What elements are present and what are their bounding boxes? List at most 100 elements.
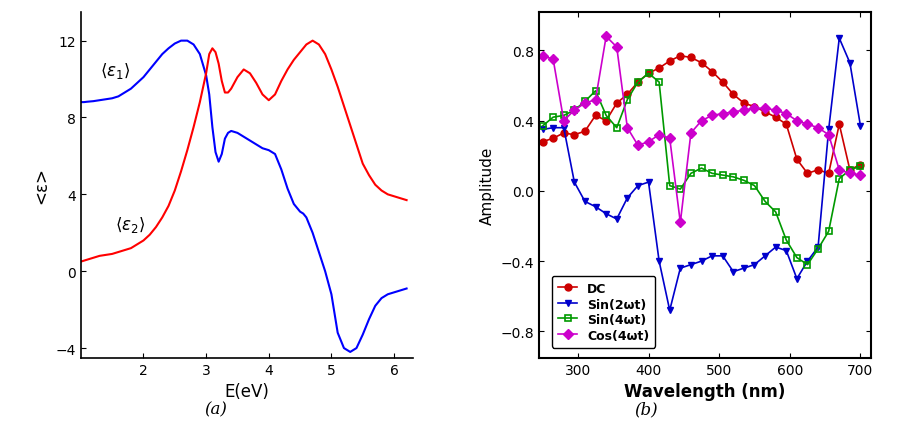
DC	[654, 66, 665, 72]
Cos(4ωt)	[813, 126, 823, 131]
Sin(4ωt)	[728, 175, 739, 180]
Sin(2ωt)	[537, 127, 548, 132]
DC	[802, 171, 813, 176]
DC	[834, 122, 845, 127]
Cos(4ωt)	[643, 140, 654, 145]
Y-axis label: <ε>: <ε>	[32, 167, 50, 204]
Sin(2ωt)	[813, 245, 823, 250]
Sin(4ωt)	[749, 184, 760, 189]
Sin(2ωt)	[654, 259, 665, 264]
Sin(2ωt)	[590, 204, 601, 210]
DC	[675, 54, 686, 59]
Cos(4ωt)	[823, 133, 834, 138]
Sin(4ωt)	[707, 171, 718, 176]
Sin(4ωt)	[844, 168, 855, 173]
Sin(4ωt)	[685, 171, 696, 176]
Sin(4ωt)	[569, 108, 580, 113]
Cos(4ωt)	[559, 119, 569, 124]
Sin(4ωt)	[632, 80, 643, 85]
Legend: DC, Sin(2ωt), Sin(4ωt), Cos(4ωt): DC, Sin(2ωt), Sin(4ωt), Cos(4ωt)	[552, 276, 656, 348]
Line: DC: DC	[539, 53, 864, 177]
Text: $\langle\varepsilon_2\rangle$: $\langle\varepsilon_2\rangle$	[115, 214, 145, 234]
Sin(4ωt)	[622, 98, 633, 103]
Sin(4ωt)	[675, 187, 686, 192]
DC	[579, 130, 590, 135]
Sin(4ωt)	[760, 199, 770, 204]
Sin(4ωt)	[548, 115, 559, 121]
DC	[707, 70, 718, 75]
Text: $\langle\varepsilon_1\rangle$: $\langle\varepsilon_1\rangle$	[100, 61, 130, 81]
Sin(2ωt)	[548, 126, 559, 131]
Sin(2ωt)	[749, 262, 760, 268]
DC	[590, 114, 601, 119]
Sin(2ωt)	[760, 254, 770, 259]
Sin(2ωt)	[718, 254, 728, 259]
Sin(2ωt)	[823, 127, 834, 132]
Sin(4ωt)	[770, 210, 781, 215]
Cos(4ωt)	[590, 98, 601, 103]
X-axis label: Wavelength (nm): Wavelength (nm)	[624, 382, 786, 400]
Sin(4ωt)	[855, 164, 866, 170]
DC	[823, 171, 834, 176]
Cos(4ωt)	[654, 133, 665, 138]
Sin(2ωt)	[728, 270, 739, 275]
Sin(4ωt)	[718, 173, 728, 178]
Sin(2ωt)	[643, 180, 654, 185]
Sin(2ωt)	[622, 196, 633, 201]
Text: (a): (a)	[204, 400, 227, 417]
Cos(4ωt)	[781, 112, 792, 117]
Sin(2ωt)	[834, 37, 845, 42]
Sin(2ωt)	[781, 248, 792, 253]
Text: (b): (b)	[635, 400, 658, 417]
DC	[622, 92, 633, 98]
DC	[738, 101, 749, 106]
Sin(4ωt)	[654, 80, 665, 85]
Sin(2ωt)	[665, 308, 675, 313]
Sin(2ωt)	[632, 184, 643, 189]
Sin(2ωt)	[569, 180, 580, 185]
Cos(4ωt)	[696, 119, 707, 124]
Sin(2ωt)	[844, 61, 855, 66]
DC	[696, 61, 707, 66]
Sin(4ωt)	[537, 124, 548, 129]
Cos(4ωt)	[622, 126, 633, 131]
Cos(4ωt)	[738, 108, 749, 113]
Cos(4ωt)	[665, 136, 675, 141]
Sin(2ωt)	[601, 212, 612, 217]
DC	[760, 110, 770, 115]
DC	[559, 131, 569, 136]
Sin(4ωt)	[579, 100, 590, 105]
DC	[844, 168, 855, 173]
Sin(2ωt)	[770, 245, 781, 250]
DC	[791, 157, 802, 162]
Cos(4ωt)	[844, 171, 855, 176]
Sin(2ωt)	[559, 126, 569, 131]
Sin(2ωt)	[855, 124, 866, 129]
Sin(4ωt)	[781, 238, 792, 243]
Sin(4ωt)	[791, 256, 802, 261]
Cos(4ωt)	[579, 101, 590, 106]
Sin(4ωt)	[802, 262, 813, 268]
Cos(4ωt)	[548, 58, 559, 63]
Sin(4ωt)	[738, 178, 749, 184]
DC	[601, 119, 612, 124]
DC	[813, 168, 823, 173]
Sin(2ωt)	[802, 259, 813, 264]
Cos(4ωt)	[675, 220, 686, 225]
Cos(4ωt)	[770, 108, 781, 113]
DC	[781, 122, 792, 127]
Sin(4ωt)	[813, 247, 823, 252]
DC	[728, 92, 739, 98]
DC	[612, 101, 622, 106]
Cos(4ωt)	[718, 112, 728, 117]
Cos(4ωt)	[707, 114, 718, 119]
Cos(4ωt)	[749, 106, 760, 112]
DC	[718, 80, 728, 85]
Sin(4ωt)	[696, 166, 707, 171]
DC	[770, 115, 781, 121]
Sin(2ωt)	[675, 266, 686, 271]
Cos(4ωt)	[569, 108, 580, 113]
Cos(4ωt)	[760, 106, 770, 112]
Line: Sin(4ωt): Sin(4ωt)	[539, 71, 864, 268]
Sin(4ωt)	[590, 89, 601, 94]
